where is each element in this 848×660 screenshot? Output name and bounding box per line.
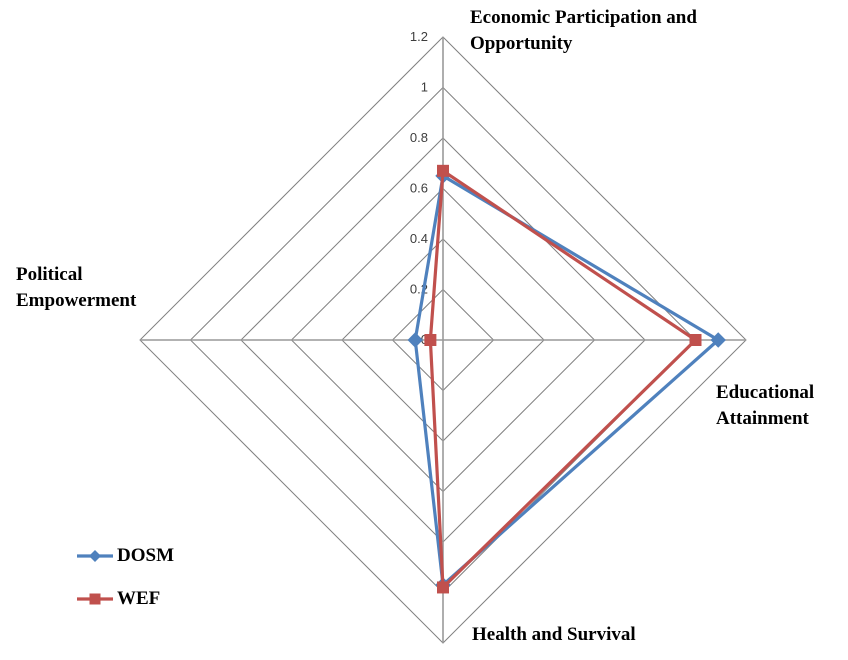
legend-label-wef: WEF: [117, 588, 161, 609]
dosm-series-swatch-icon: [76, 548, 114, 564]
square-marker: [437, 581, 449, 594]
legend-item-wef: WEF: [76, 586, 174, 612]
radial-tick-labels: 00.20.40.60.811.2: [410, 29, 428, 347]
series-line-dosm: [413, 174, 720, 587]
series-line-wef: [428, 169, 698, 590]
series-wef: [424, 164, 702, 594]
square-marker: [689, 334, 702, 346]
axis-label-economic-participation: Economic Participation and Opportunity: [470, 7, 697, 54]
wef-swatch-svg: [77, 593, 113, 605]
square-marker: [437, 164, 449, 177]
legend-label-dosm: DOSM: [117, 545, 174, 566]
square-marker: [424, 334, 437, 346]
diamond-marker: [407, 332, 423, 348]
legend-diamond-marker: [89, 550, 101, 562]
legend-item-dosm: DOSM: [76, 543, 174, 569]
tick-label-1.2: 1.2: [410, 29, 428, 44]
legend-square-marker: [89, 593, 101, 605]
series-dosm: [407, 168, 726, 593]
diamond-marker: [710, 332, 726, 348]
tick-label-0.8: 0.8: [410, 130, 428, 145]
tick-label-1: 1: [421, 80, 428, 95]
axis-label-educational-attainment: Educational Attainment: [716, 382, 815, 429]
wef-series-swatch-icon: [76, 591, 114, 607]
axis-spokes: [140, 37, 746, 643]
axis-label-political-empowerment: Political Empowerment: [16, 264, 137, 311]
axis-label-health-survival: Health and Survival: [472, 624, 636, 645]
dosm-swatch-svg: [77, 550, 113, 562]
tick-label-0.6: 0.6: [410, 181, 428, 196]
tick-label-0.4: 0.4: [410, 231, 428, 246]
legend: DOSM WEF: [76, 543, 174, 612]
